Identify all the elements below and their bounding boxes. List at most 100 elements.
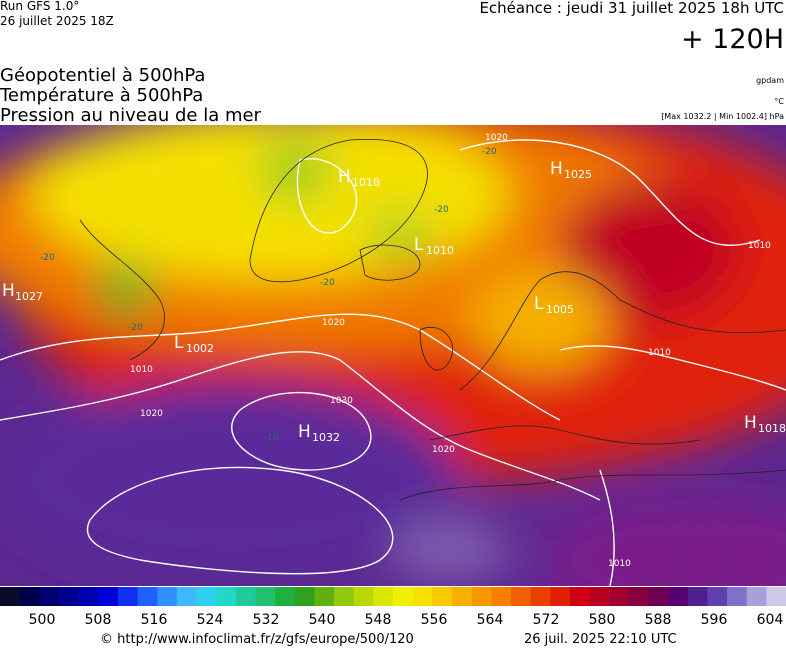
color-swatch — [766, 587, 786, 606]
echeance: Echéance : jeudi 31 juillet 2025 18h UTC — [479, 0, 784, 17]
title-line: Pression au niveau de la mer — [0, 105, 262, 126]
center-value: 1027 — [15, 290, 43, 303]
lead-time: + 120H — [681, 24, 784, 55]
center-value: 1005 — [546, 303, 574, 316]
map — [0, 125, 786, 586]
colorbar-tick-label: 508 — [85, 612, 112, 628]
pressure-centers: H 1027 L 1002 H 1018 L 1010 H 1025 L 100… — [2, 159, 786, 444]
color-swatch — [294, 587, 315, 606]
isotherm-label: -20 — [320, 278, 335, 288]
color-swatch — [39, 587, 60, 606]
color-swatch — [628, 587, 649, 606]
center-value: 1010 — [426, 244, 454, 257]
isobar-label: 1020 — [485, 133, 508, 143]
center-letter: L — [174, 333, 184, 353]
color-swatch — [648, 587, 669, 606]
color-swatch — [137, 587, 158, 606]
colorbar-tick-label: 556 — [421, 612, 448, 628]
isotherm-label: -20 — [128, 323, 143, 333]
color-swatch — [530, 587, 551, 606]
unit-label: °C — [774, 97, 784, 106]
color-swatch — [216, 587, 237, 606]
center-value: 1018 — [352, 176, 380, 189]
isobar-label: 1010 — [648, 348, 671, 358]
run-date: 26 juillet 2025 18Z — [0, 14, 114, 28]
footer-url: © http://www.infoclimat.fr/z/gfs/europe/… — [100, 632, 414, 647]
color-swatch — [707, 587, 728, 606]
color-swatch — [746, 587, 767, 606]
center-value: 1032 — [312, 431, 340, 444]
title-line: Géopotentiel à 500hPa — [0, 65, 205, 86]
color-swatch — [412, 587, 433, 606]
color-swatch — [176, 587, 197, 606]
color-swatch — [471, 587, 492, 606]
isotherm-label: -20 — [482, 147, 497, 157]
colorbar-tick-label: 516 — [141, 612, 168, 628]
colorbar-tick-label: 524 — [197, 612, 224, 628]
colorbar-tick-label: 532 — [253, 612, 280, 628]
color-swatch — [117, 587, 138, 606]
color-swatch — [589, 587, 610, 606]
isobar-label: 1020 — [140, 409, 163, 419]
color-swatch — [373, 587, 394, 606]
colorbar-tick-label: 572 — [533, 612, 560, 628]
isobar-label: 1010 — [130, 365, 153, 375]
center-value: 1002 — [186, 342, 214, 355]
center-letter: H — [338, 167, 351, 187]
color-swatch — [393, 587, 413, 606]
colorbar-tick-label: 548 — [365, 612, 392, 628]
center-letter: H — [298, 422, 311, 442]
color-swatch — [157, 587, 178, 606]
center-letter: L — [534, 294, 544, 314]
color-swatch — [510, 587, 531, 606]
colorbar-tick-label: 580 — [589, 612, 616, 628]
color-swatch — [550, 587, 571, 606]
colorbar-tick-label: 588 — [645, 612, 672, 628]
color-swatch — [353, 587, 374, 606]
color-swatch — [609, 587, 630, 606]
colorbar-tick-label: 540 — [309, 612, 336, 628]
color-swatch — [275, 587, 296, 606]
title-line: Température à 500hPa — [0, 85, 203, 106]
color-swatch — [98, 587, 119, 606]
unit-label: [Max 1032.2 | Min 1002.4] hPa — [661, 112, 784, 121]
color-swatch — [19, 587, 40, 606]
colorbar-tick-label: 596 — [701, 612, 728, 628]
colorbar-tick-label: 604 — [757, 612, 784, 628]
color-swatch — [687, 587, 708, 606]
isotherm-label: -20 — [434, 205, 449, 215]
color-swatch — [314, 587, 335, 606]
center-value: 1025 — [564, 168, 592, 181]
isotherm-labels: -20 -20 -20 -20 -20 -10 — [40, 147, 497, 443]
colorbar: 500 508 516 524 532 540 548 556 564 572 580 588 596 6… — [0, 587, 786, 628]
isobar-label: 1010 — [608, 559, 631, 569]
color-swatch — [255, 587, 276, 606]
color-swatch — [668, 587, 689, 606]
colorbar-tick-label: 564 — [477, 612, 504, 628]
center-letter: L — [414, 235, 424, 255]
color-swatch — [432, 587, 453, 606]
color-swatch — [569, 587, 590, 606]
color-swatch — [727, 587, 747, 606]
isobar-labels: 1020 1020 1010 1020 1030 1020 1010 1010 … — [130, 133, 771, 569]
isobar-label: 1020 — [432, 445, 455, 455]
footer-timestamp: 26 juil. 2025 22:10 UTC — [524, 632, 677, 647]
center-letter: H — [550, 159, 563, 179]
color-swatch — [235, 587, 256, 606]
color-swatch — [58, 587, 79, 606]
color-swatch — [334, 587, 354, 606]
isobar-label: 1020 — [322, 318, 345, 328]
colorbar-tick-label: 500 — [29, 612, 56, 628]
isobar-label: 1010 — [748, 241, 771, 251]
unit-label: gpdam — [756, 76, 784, 85]
center-letter: H — [2, 281, 15, 301]
isotherm-label: -20 — [40, 253, 55, 263]
color-swatch — [0, 587, 20, 606]
isotherm-label: -10 — [264, 433, 279, 443]
color-swatch — [491, 587, 512, 606]
color-swatch — [451, 587, 472, 606]
run-label: Run GFS 1.0° — [0, 0, 79, 13]
isobar-label: 1030 — [330, 396, 353, 406]
